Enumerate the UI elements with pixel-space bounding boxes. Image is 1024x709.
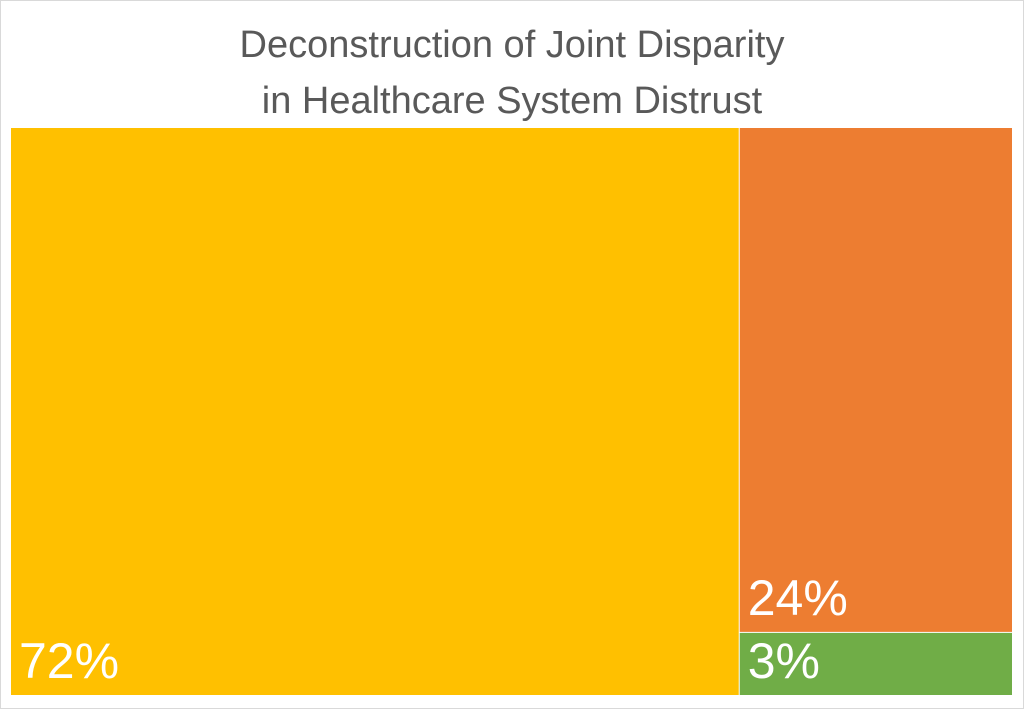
treemap-tile-label-3: 3% <box>748 633 820 689</box>
treemap-tile-1 <box>11 128 739 695</box>
treemap-tile-3 <box>739 632 1012 695</box>
treemap-tile-label-1: 72% <box>19 633 119 689</box>
chart-title: Deconstruction of Joint Disparity in Hea… <box>1 17 1023 129</box>
chart-title-line-2: in Healthcare System Distrust <box>261 80 763 122</box>
treemap-tile-label-2: 24% <box>748 570 848 626</box>
treemap-tile-2 <box>739 128 1012 632</box>
chart-title-line-1: Deconstruction of Joint Disparity <box>239 24 785 66</box>
